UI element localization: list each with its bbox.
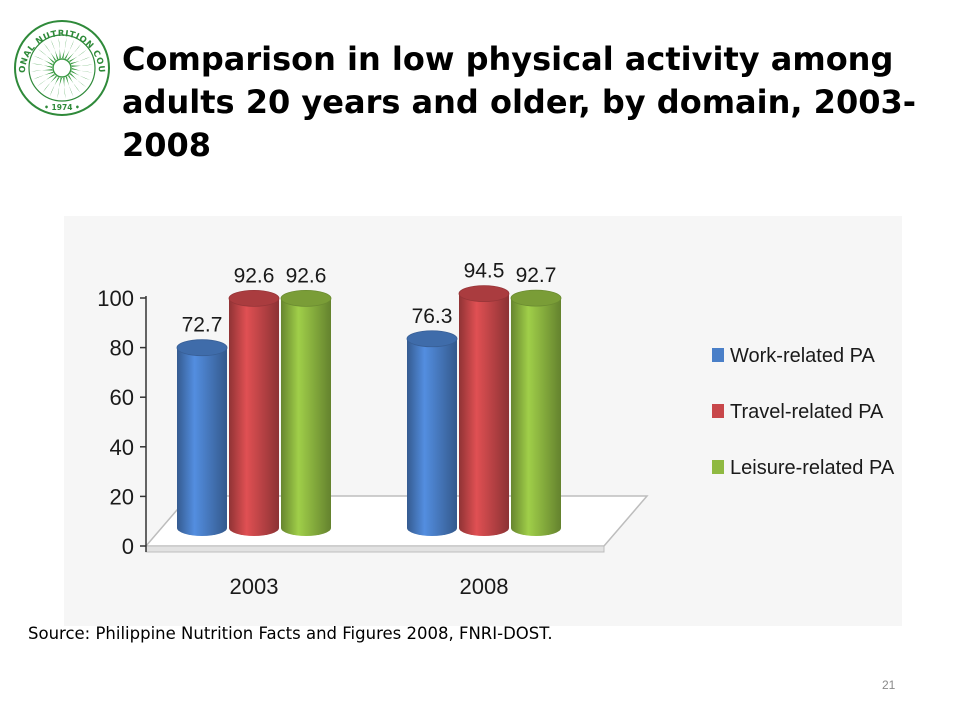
data-label: 92.7 [516, 264, 557, 287]
bar-top [510, 289, 562, 307]
logo-ray [69, 73, 87, 88]
bar-leisure-related-pa-2003 [280, 289, 332, 536]
bar-travel-related-pa-2003 [228, 289, 280, 536]
bar-top [406, 330, 458, 348]
bar-top [458, 285, 510, 303]
legend-label: Work-related PA [730, 345, 876, 367]
logo-ray [37, 73, 55, 87]
data-label: 76.3 [412, 305, 453, 328]
data-label: 92.6 [234, 264, 275, 287]
bar-leisure-related-pa-2008 [510, 289, 562, 536]
legend-swatch [712, 460, 724, 474]
bar-chart: 0 20 40 60 80 100 72.7 92.6 92.6 2003 76.3 94.5 92.… [97, 260, 895, 599]
logo-ray [33, 71, 54, 80]
svg-text:• 1974 •: • 1974 • [44, 103, 80, 112]
logo-ray [58, 37, 61, 59]
logo-ray [71, 64, 93, 67]
bar-top [228, 289, 280, 307]
bar-body [177, 347, 227, 536]
logo-ray [31, 69, 53, 72]
data-label: 94.5 [464, 260, 505, 283]
logo-ray [67, 43, 82, 61]
logo-ray [37, 48, 55, 63]
logo-ray [67, 75, 81, 93]
y-tick-label: 60 [110, 385, 134, 410]
chart-floor-edge [145, 545, 605, 553]
bar-body [407, 338, 457, 536]
legend-label: Leisure-related PA [730, 457, 895, 479]
bar-work-related-pa-2003 [176, 339, 228, 536]
x-category-label: 2003 [230, 574, 279, 599]
page-number: 21 [882, 678, 896, 692]
logo-ray [42, 75, 57, 93]
legend-swatch [712, 404, 724, 418]
logo-ray [70, 56, 91, 65]
bar-travel-related-pa-2008 [458, 285, 510, 536]
slide-title: Comparison in low physical activity amon… [122, 40, 917, 164]
chart-panel: 0 20 40 60 80 100 72.7 92.6 92.6 2003 76.3 94.5 92.… [64, 216, 902, 626]
bar-top [280, 289, 332, 307]
bar-body [511, 298, 561, 536]
source-note: Source: Philippine Nutrition Facts and F… [28, 624, 553, 643]
national-nutrition-council-logo: NATIONAL NUTRITION COUNCIL • 1974 • [12, 18, 110, 116]
logo-ray [65, 76, 74, 97]
y-tick-label: 80 [110, 336, 134, 361]
x-category-label: 2008 [460, 574, 509, 599]
legend-swatch [712, 348, 724, 362]
bar-top [176, 339, 228, 357]
y-tick-label: 20 [110, 484, 134, 509]
bar-body [459, 293, 509, 536]
bar-work-related-pa-2008 [406, 330, 458, 536]
logo-ray [63, 77, 66, 99]
y-tick-label: 100 [97, 286, 134, 311]
bar-body [229, 298, 279, 536]
logo-ray [50, 39, 59, 60]
y-tick-label: 0 [122, 534, 134, 559]
data-label: 92.6 [286, 264, 327, 287]
logo-ray [43, 43, 57, 61]
legend-label: Travel-related PA [730, 401, 884, 423]
y-tick-label: 40 [110, 435, 134, 460]
logo-ray [69, 49, 87, 63]
bar-body [281, 298, 331, 536]
data-label: 72.7 [182, 314, 223, 337]
